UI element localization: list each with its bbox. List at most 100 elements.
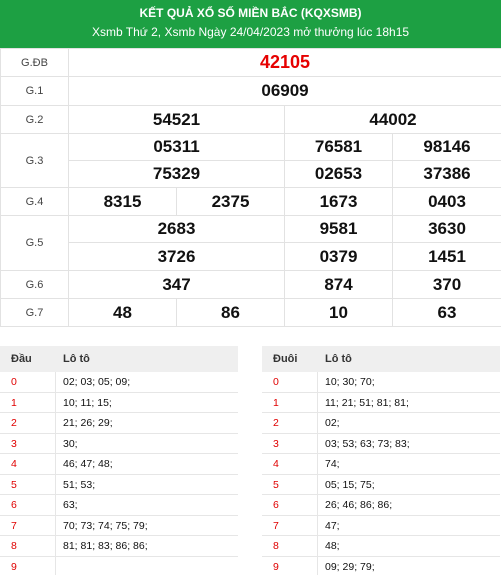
- loto-key: 4: [273, 458, 279, 470]
- prize-number: 347: [68, 270, 285, 299]
- loto-values: 09; 29; 79;: [325, 560, 375, 573]
- prize-number: 76581: [284, 133, 393, 161]
- loto-key: 6: [11, 499, 17, 511]
- page-title: KẾT QUẢ XỔ SỐ MIỀN BẮC (KQXSMB): [139, 6, 362, 20]
- prize-number: 8315: [68, 187, 177, 216]
- loto-key: 9: [11, 560, 17, 573]
- prize-row-special: G.ĐB 42105: [0, 48, 501, 77]
- loto-key: 9: [273, 560, 279, 573]
- loto-key: 2: [11, 417, 17, 429]
- prize-row-g5: G.5 2683 9581 3630: [0, 215, 501, 271]
- prize-number: 75329: [68, 160, 285, 188]
- prize-row-g6: G.6 347 874 370: [0, 270, 501, 299]
- table-row: 1 11; 21; 51; 81; 81;: [262, 392, 500, 413]
- loto-key: 1: [273, 396, 279, 409]
- prize-number: 370: [392, 270, 501, 299]
- loto-values: 51; 53;: [63, 478, 96, 491]
- prize-number: 44002: [284, 105, 501, 134]
- table-row: 5 51; 53;: [0, 474, 238, 495]
- prize-row-g1: G.1 06909: [0, 76, 501, 106]
- table-row: 8 81; 81; 83; 86; 86;: [0, 536, 238, 557]
- loto-values: 74;: [325, 458, 340, 470]
- loto-key: 0: [11, 376, 17, 388]
- table-row: 4 74;: [262, 454, 500, 475]
- loto-key: 5: [273, 478, 279, 491]
- table-row: 6 26; 46; 86; 86;: [262, 495, 500, 516]
- prize-label: G.ĐB: [0, 48, 69, 77]
- table-row: 1 10; 11; 15;: [0, 392, 238, 413]
- loto-key: 1: [11, 396, 17, 409]
- loto-head-table: Đầu Lô tô 0 02; 03; 05; 09; 1 10; 11; 15; …: [0, 346, 238, 575]
- loto-key: 4: [11, 458, 17, 470]
- prize-number: 06909: [68, 76, 501, 106]
- loto-values: 10; 11; 15;: [63, 396, 112, 409]
- table-row: 6 63;: [0, 495, 238, 516]
- loto-key: 7: [11, 519, 17, 532]
- loto-values: 70; 73; 74; 75; 79;: [63, 519, 148, 532]
- loto-key: 0: [273, 376, 279, 388]
- table-row: 0 10; 30; 70;: [262, 372, 500, 393]
- results-header: KẾT QUẢ XỔ SỐ MIỀN BẮC (KQXSMB) Xsmb Thứ…: [0, 0, 501, 48]
- loto-values: 11; 21; 51; 81; 81;: [325, 396, 409, 409]
- prize-label: G.7: [0, 298, 69, 327]
- prize-number: 1673: [284, 187, 393, 216]
- prize-number: 2375: [176, 187, 285, 216]
- table-row: 2 02;: [262, 413, 500, 434]
- prize-row-g3b: 75329 02653 37386: [1, 160, 501, 188]
- loto-key: 2: [273, 417, 279, 429]
- prize-label: G.6: [0, 270, 69, 299]
- loto-key: 6: [273, 499, 279, 511]
- prize-number: 86: [176, 298, 285, 327]
- prize-number: 0379: [284, 242, 393, 271]
- prize-number: 2683: [68, 215, 285, 243]
- special-prize-number: 42105: [68, 48, 501, 77]
- loto-values: 21; 26; 29;: [63, 417, 113, 429]
- loto-key: 5: [11, 478, 17, 491]
- prize-number: 37386: [392, 160, 501, 188]
- table-row: 9: [0, 556, 238, 575]
- loto-values: 46; 47; 48;: [63, 458, 113, 470]
- prize-label: G.2: [0, 105, 69, 134]
- loto-tail-header: Đuôi Lô tô: [262, 346, 500, 372]
- loto-values: 03; 53; 63; 73; 83;: [325, 437, 410, 450]
- prize-number: 54521: [68, 105, 285, 134]
- table-row: 4 46; 47; 48;: [0, 454, 238, 475]
- loto-key: 7: [273, 519, 279, 532]
- table-row: 3 30;: [0, 433, 238, 454]
- loto-key: 8: [11, 540, 17, 552]
- prize-number: 3630: [392, 215, 501, 243]
- prize-row-g7: G.7 48 86 10 63: [0, 298, 501, 327]
- loto-values: 47;: [325, 519, 340, 532]
- prize-number: 02653: [284, 160, 393, 188]
- loto-values: 48;: [325, 540, 340, 552]
- loto-key: 3: [273, 437, 279, 450]
- loto-values: 02;: [325, 417, 340, 429]
- loto-values: 02; 03; 05; 09;: [63, 376, 131, 388]
- prize-number: 10: [284, 298, 393, 327]
- column-header-dau: Đầu: [11, 353, 32, 365]
- prize-number: 0403: [392, 187, 501, 216]
- prize-label: G.5: [0, 215, 69, 271]
- table-row: 7 70; 73; 74; 75; 79;: [0, 515, 238, 536]
- loto-values: 10; 30; 70;: [325, 376, 375, 388]
- prize-table: G.ĐB 42105 G.1 06909 G.2 54521 44002 G.3…: [0, 48, 501, 327]
- prize-row-g2: G.2 54521 44002: [0, 105, 501, 134]
- prize-label: G.4: [0, 187, 69, 216]
- prize-number: 63: [392, 298, 501, 327]
- prize-label: G.3: [0, 133, 69, 188]
- table-row: 8 48;: [262, 536, 500, 557]
- table-row: 2 21; 26; 29;: [0, 413, 238, 434]
- loto-values: 63;: [63, 499, 78, 511]
- loto-values: 30;: [63, 437, 78, 450]
- prize-label: G.1: [0, 76, 69, 106]
- prize-row-g4: G.4 8315 2375 1673 0403: [0, 187, 501, 216]
- loto-values: 26; 46; 86; 86;: [325, 499, 393, 511]
- prize-number: 48: [68, 298, 177, 327]
- column-header-loto: Lô tô: [63, 353, 90, 365]
- prize-number: 9581: [284, 215, 393, 243]
- prize-number: 98146: [392, 133, 501, 161]
- prize-row-g3: G.3 05311 76581 98146: [0, 133, 501, 188]
- column-header-duoi: Đuôi: [273, 353, 298, 365]
- prize-number: 874: [284, 270, 393, 299]
- prize-row-g5b: 3726 0379 1451: [1, 242, 501, 271]
